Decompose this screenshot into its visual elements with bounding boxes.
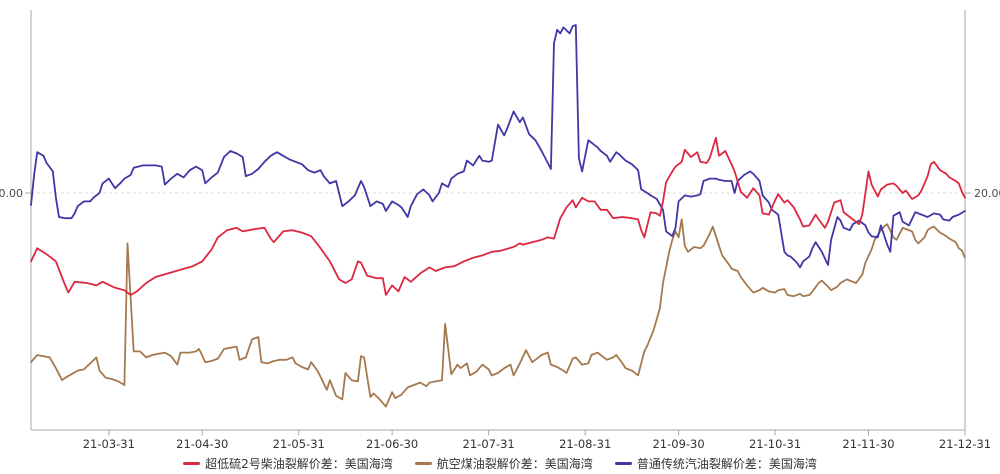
series-diesel-line	[30, 136, 966, 296]
x-axis-ticks: 21-03-31 21-04-30 21-05-31 21-06-30 21-07-31…	[83, 430, 991, 451]
legend-label-jet-fuel: 航空煤油裂解价差：美国海湾	[436, 456, 593, 471]
x-tick-label: 21-03-31	[83, 437, 135, 451]
legend-swatch-diesel	[183, 461, 201, 465]
x-tick-label: 21-08-31	[559, 437, 611, 451]
x-tick-label: 21-09-30	[652, 437, 704, 451]
x-tick-label: 21-04-30	[176, 437, 228, 451]
y-axis-label-left: 20.00	[0, 187, 23, 200]
legend-swatch-jet-fuel	[414, 461, 432, 465]
series-jet-fuel-line	[30, 218, 966, 408]
x-tick-label: 21-11-30	[842, 437, 894, 451]
legend-item-diesel: 超低硫2号柴油裂解价差：美国海湾	[183, 455, 393, 472]
legend-item-gasoline: 普通传统汽油裂解价差：美国海湾	[614, 455, 817, 472]
x-tick-label: 21-06-30	[366, 437, 418, 451]
chart-plot-area: 20.00 20.00 21-03-3121-04-3021-05-3121-0…	[0, 10, 1000, 451]
x-tick-label: 21-10-31	[749, 437, 801, 451]
legend-label-diesel: 超低硫2号柴油裂解价差：美国海湾	[205, 456, 393, 471]
y-axis-label-right: 20.00	[974, 187, 1000, 200]
x-tick-label: 21-12-31	[939, 437, 991, 451]
chart-legend: 超低硫2号柴油裂解价差：美国海湾 航空煤油裂解价差：美国海湾 普通传统汽油裂解价…	[0, 452, 1000, 474]
series-gasoline-line	[30, 24, 966, 269]
legend-swatch-gasoline	[614, 461, 632, 465]
legend-item-jet-fuel: 航空煤油裂解价差：美国海湾	[414, 455, 593, 472]
x-tick-label: 21-07-31	[463, 437, 515, 451]
legend-label-gasoline: 普通传统汽油裂解价差：美国海湾	[636, 456, 817, 471]
x-tick-label: 21-05-31	[273, 437, 325, 451]
